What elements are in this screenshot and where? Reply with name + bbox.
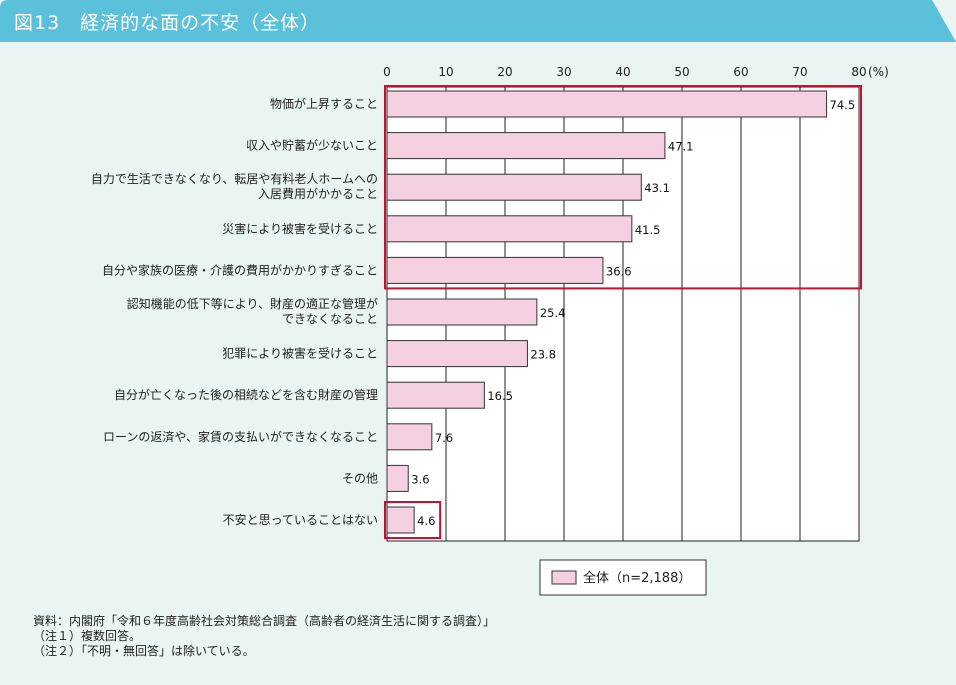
data-label: 7.6 (435, 431, 453, 445)
data-label: 74.5 (830, 98, 856, 112)
header-bar (0, 0, 956, 42)
data-label: 36.6 (606, 264, 632, 278)
data-label: 3.6 (411, 472, 429, 486)
category-label: 犯罪により被害を受けること (222, 346, 378, 361)
x-tick-label: 80 (851, 65, 866, 79)
bar (386, 381, 485, 409)
data-label: 25.4 (540, 306, 566, 320)
unit-label: (%) (868, 65, 889, 79)
bar (386, 90, 828, 118)
category-label: ローンの返済や、家賃の支払いができなくなること (103, 429, 378, 444)
source-note: 資料：内閣府「令和６年度高齢社会対策総合調査（高齢者の経済生活に関する調査）」 (33, 614, 496, 628)
data-label: 4.6 (417, 514, 435, 528)
bar (386, 464, 409, 492)
legend-label: 全体（n=2,188） (583, 570, 691, 586)
bar (386, 340, 528, 368)
x-tick-label: 20 (497, 65, 512, 79)
bar (386, 506, 415, 534)
bar-chart: 0 10 20 30 40 50 60 70 80 (%) 74.5 物価が上昇すること 47.1 収入や… (91, 65, 889, 596)
category-label: 入居費用がかかること (258, 186, 378, 201)
x-tick-label: 40 (615, 65, 630, 79)
data-label: 23.8 (530, 348, 556, 362)
data-label: 41.5 (635, 223, 661, 237)
category-label: 認知機能の低下等により、財産の適正な管理が (127, 296, 378, 311)
highlight-box (384, 501, 442, 539)
bar (386, 173, 642, 201)
category-label: 自分が亡くなった後の相続などを含む財産の管理 (114, 387, 378, 402)
highlight-box (384, 85, 862, 290)
category-label: できなくなること (282, 312, 378, 326)
category-label: その他 (342, 471, 378, 485)
category-label: 自力で生活できなくなり、転居や有料老人ホームへの (91, 172, 378, 186)
bar (386, 423, 433, 451)
data-label: 16.5 (487, 389, 513, 403)
note-1: （注１）複数回答。 (33, 629, 142, 643)
x-tick-label: 30 (556, 65, 571, 79)
category-label: 災害により被害を受けること (222, 221, 378, 236)
category-label: 自分や家族の医療・介護の費用がかかりすぎること (102, 262, 378, 277)
x-tick-label: 50 (674, 65, 689, 79)
legend-swatch (551, 570, 577, 585)
x-tick-label: 60 (733, 65, 748, 79)
bar (386, 132, 666, 160)
category-label: 不安と思っていることはない (223, 512, 378, 527)
note-2: （注２）「不明・無回答」は除いている。 (33, 644, 255, 658)
x-tick-label: 0 (383, 65, 391, 79)
notes: 資料：内閣府「令和６年度高齢社会対策総合調査（高齢者の経済生活に関する調査）」 … (33, 614, 495, 659)
category-label: 収入や貯蓄が少ないこと (246, 138, 378, 153)
bar (386, 298, 538, 326)
x-tick-label: 10 (438, 65, 453, 79)
x-tick-label: 70 (792, 65, 807, 79)
bar (386, 256, 604, 284)
data-label: 43.1 (644, 181, 670, 195)
data-label: 47.1 (668, 140, 694, 154)
category-label: 物価が上昇すること (270, 96, 378, 111)
bar (386, 215, 633, 243)
figure-title: 図13 経済的な面の不安（全体） (14, 12, 321, 34)
